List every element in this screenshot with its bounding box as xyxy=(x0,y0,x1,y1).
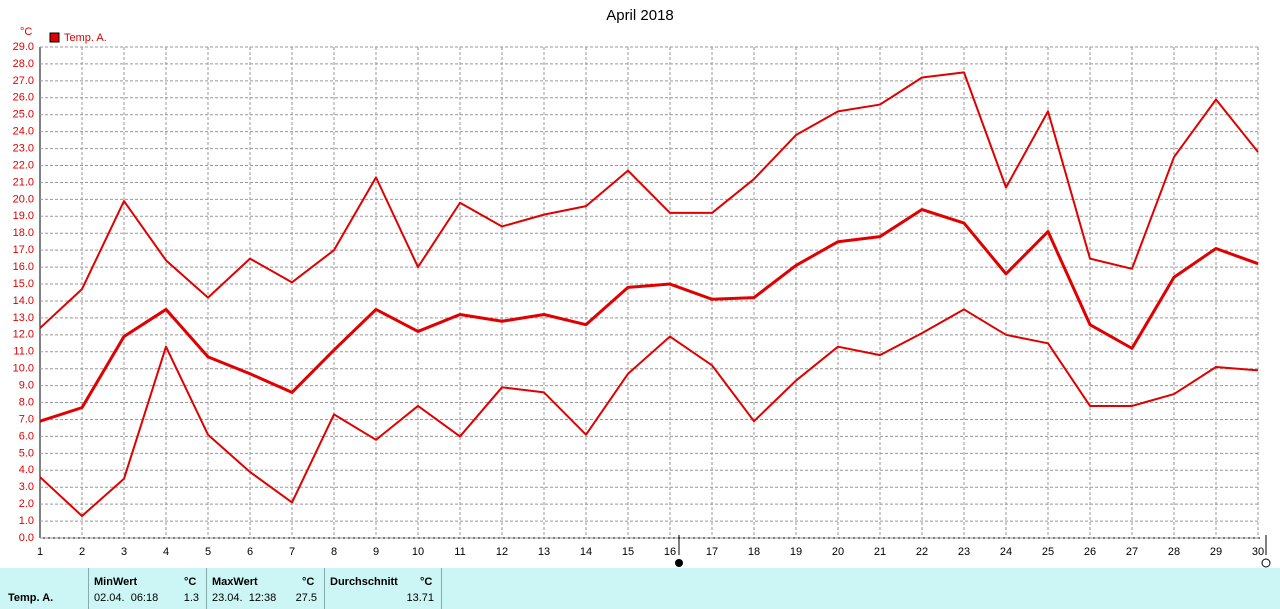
y-tick-label: 6.0 xyxy=(19,430,34,442)
x-tick-label: 12 xyxy=(496,546,508,558)
x-tick-label: 15 xyxy=(622,546,634,558)
y-tick-label: 26.0 xyxy=(13,92,34,104)
x-tick-label: 13 xyxy=(538,546,550,558)
y-tick-label: 22.0 xyxy=(13,159,34,171)
x-tick-label: 3 xyxy=(121,546,127,558)
y-tick-label: 8.0 xyxy=(19,396,34,408)
y-tick-label: 0.0 xyxy=(19,532,34,544)
y-tick-label: 28.0 xyxy=(13,58,34,70)
y-tick-label: 23.0 xyxy=(13,142,34,154)
max-value: 27.5 xyxy=(295,592,317,604)
cursor-mark xyxy=(1261,558,1271,568)
x-tick-label: 24 xyxy=(1000,546,1012,558)
x-tick-label: 14 xyxy=(580,546,592,558)
x-tick-label: 29 xyxy=(1210,546,1222,558)
x-tick-label: 16 xyxy=(664,546,676,558)
y-tick-label: 17.0 xyxy=(13,244,34,256)
y-tick-label: 11.0 xyxy=(13,346,34,358)
y-tick-label: 7.0 xyxy=(19,413,34,425)
separator xyxy=(324,568,325,609)
separator xyxy=(206,568,207,609)
x-tick-label: 27 xyxy=(1126,546,1138,558)
line xyxy=(39,208,1259,423)
x-tick-label: 26 xyxy=(1084,546,1096,558)
x-tick-label: 17 xyxy=(706,546,718,558)
y-tick-label: 13.0 xyxy=(13,312,34,324)
y-tick-label: 18.0 xyxy=(13,227,34,239)
y-tick-label: 19.0 xyxy=(13,210,34,222)
x-tick-label: 10 xyxy=(412,546,424,558)
separator xyxy=(441,568,442,609)
y-tick-label: 12.0 xyxy=(13,329,34,341)
x-tick-label: 19 xyxy=(790,546,802,558)
min-time: 02.04. 06:18 xyxy=(94,592,159,604)
y-tick-label: 15.0 xyxy=(13,278,34,290)
y-tick-label: 24.0 xyxy=(13,126,34,138)
y-axis-label: °C xyxy=(20,26,32,38)
y-tick-label: 9.0 xyxy=(19,380,34,392)
x-tick-label: 2 xyxy=(79,546,85,558)
x-tick-label: 11 xyxy=(454,546,465,558)
max-unit: °C xyxy=(302,576,315,588)
x-tick-label: 9 xyxy=(373,546,379,558)
avg-unit: °C xyxy=(420,576,433,588)
x-tick-label: 7 xyxy=(289,546,295,558)
y-tick-label: 16.0 xyxy=(13,261,34,273)
y-tick-label: 3.0 xyxy=(19,481,34,493)
avg-header: Durchschnitt xyxy=(330,576,398,588)
x-tick-label: 28 xyxy=(1168,546,1180,558)
line xyxy=(39,308,1259,517)
sensor-name: Temp. A. xyxy=(8,592,54,604)
x-tick-label: 6 xyxy=(247,546,253,558)
y-tick-label: 20.0 xyxy=(13,193,34,205)
x-tick-label: 30 xyxy=(1252,546,1264,558)
y-tick-label: 4.0 xyxy=(19,464,34,476)
y-tick-label: 29.0 xyxy=(13,41,34,53)
x-tick-label: 4 xyxy=(163,546,169,558)
cursor-mark xyxy=(675,559,683,567)
x-tick-label: 21 xyxy=(874,546,886,558)
separator xyxy=(88,568,89,609)
x-tick-label: 1 xyxy=(37,546,43,558)
chart-title: April 2018 xyxy=(606,7,674,24)
y-tick-label: 25.0 xyxy=(13,109,34,121)
x-tick-label: 25 xyxy=(1042,546,1054,558)
y-tick-label: 2.0 xyxy=(19,498,34,510)
stats-bar: Temp. A. MinWert °C 02.04. 06:18 1.3 Max… xyxy=(0,568,1280,609)
y-tick-label: 5.0 xyxy=(19,447,34,459)
x-tick-label: 22 xyxy=(916,546,928,558)
y-tick-label: 10.0 xyxy=(13,363,34,375)
x-tick-label: 18 xyxy=(748,546,760,558)
chart: April 2018 °C Temp. A. 0.0 1.0 2.0 3.0 4.0 5.… xyxy=(13,7,1271,568)
min-unit: °C xyxy=(184,576,197,588)
y-tick-label: 14.0 xyxy=(13,295,34,307)
line xyxy=(39,71,1259,329)
max-header: MaxWert xyxy=(212,576,258,588)
x-tick-label: 23 xyxy=(958,546,970,558)
legend-swatch xyxy=(49,32,60,43)
x-tick-label: 5 xyxy=(205,546,211,558)
max-time: 23.04. 12:38 xyxy=(212,592,277,604)
y-tick-label: 27.0 xyxy=(13,75,34,87)
y-tick-label: 1.0 xyxy=(19,515,34,527)
y-tick-label: 21.0 xyxy=(13,176,34,188)
min-header: MinWert xyxy=(94,576,138,588)
avg-value: 13.71 xyxy=(406,592,434,604)
x-tick-label: 20 xyxy=(832,546,844,558)
legend-label: Temp. A. xyxy=(64,32,107,44)
x-tick-label: 8 xyxy=(331,546,337,558)
min-value: 1.3 xyxy=(183,592,199,604)
